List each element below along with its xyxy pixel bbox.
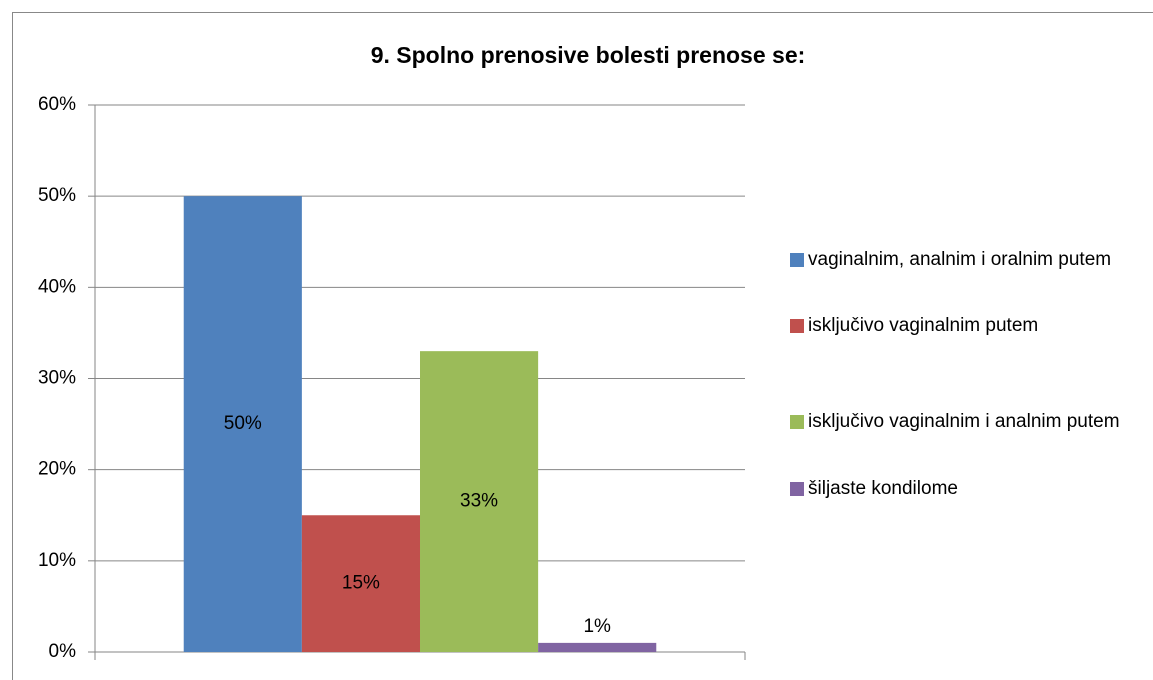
data-label: 50% <box>224 413 262 434</box>
data-label: 33% <box>460 491 498 512</box>
data-label: 1% <box>583 616 611 637</box>
bar <box>420 351 539 652</box>
y-tick-label: 10% <box>38 550 76 571</box>
legend-label: šiljaste kondilome <box>808 478 958 499</box>
legend-swatch <box>790 319 804 333</box>
y-tick-label: 20% <box>38 459 76 480</box>
legend-swatch <box>790 253 804 267</box>
legend-swatch <box>790 482 804 496</box>
y-tick-label: 40% <box>38 276 76 297</box>
chart-border <box>12 12 1153 680</box>
legend-line: isključivo vaginalnim i analnim putem <box>808 411 1120 432</box>
y-tick-label: 30% <box>38 368 76 389</box>
y-tick-label: 60% <box>38 94 76 115</box>
chart-title: 9. Spolno prenosive bolesti prenose se: <box>371 42 806 68</box>
bar <box>183 196 302 652</box>
data-label: 15% <box>342 573 380 594</box>
bar <box>301 515 420 652</box>
bar <box>538 642 657 652</box>
legend-label: isključivo vaginalnim putem <box>808 315 1038 336</box>
legend-line: šiljaste kondilome <box>808 478 958 499</box>
y-tick-label: 50% <box>38 185 76 206</box>
legend-swatch <box>790 415 804 429</box>
legend-line: isključivo vaginalnim putem <box>808 315 1038 336</box>
legend-label: isključivo vaginalnim i analnim putem <box>808 411 1120 432</box>
legend-label: vaginalnim, analnim i oralnim putem <box>808 249 1111 270</box>
legend-line: vaginalnim, analnim i oralnim putem <box>808 249 1111 270</box>
y-tick-label: 0% <box>49 641 77 662</box>
